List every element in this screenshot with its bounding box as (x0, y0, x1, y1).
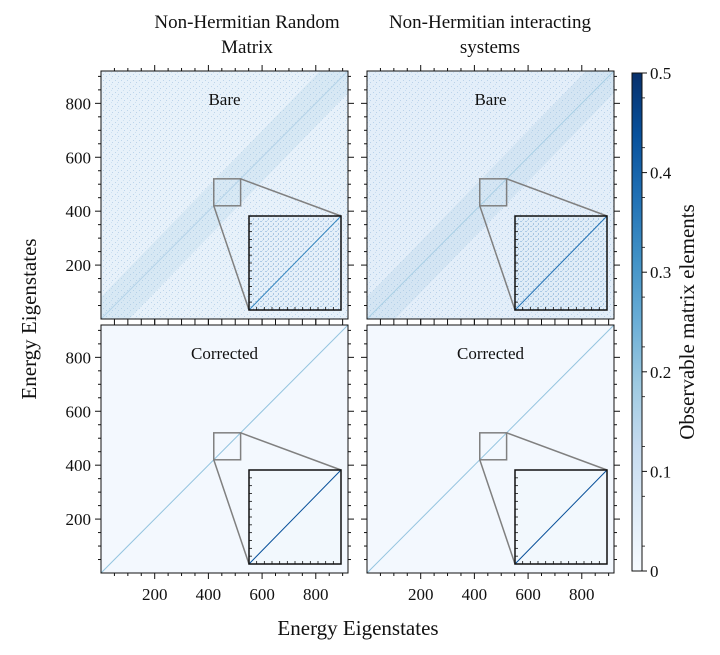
column-title-2-line-2: systems (460, 37, 520, 58)
x-tick-label: 600 (515, 585, 541, 604)
y-tick-label: 200 (66, 510, 92, 529)
x-tick-label: 200 (142, 585, 168, 604)
colorbar-tick-label: 0.1 (650, 462, 671, 481)
y-tick-label: 600 (66, 402, 92, 421)
zoom-inset (248, 215, 342, 311)
zoom-region-box (479, 432, 508, 461)
panel-frame (366, 70, 615, 320)
diagonal-line (100, 324, 349, 574)
colorbar-tick-label: 0.4 (650, 164, 672, 183)
inset-diagonal (248, 215, 342, 311)
zoom-connector (479, 459, 516, 565)
colorbar-tick-label: 0.5 (650, 64, 671, 83)
zoom-connector (240, 178, 342, 217)
colorbar: 0 0.1 0.2 0.3 0.4 0.5 Observable matrix eleme… (631, 64, 699, 581)
colorbar-label: Observable matrix elements (675, 204, 699, 440)
zoom-connector (213, 205, 250, 311)
diagonal-line (366, 70, 615, 320)
zoom-inset (514, 215, 608, 311)
heatmap-panel-4: Corrected 200 400 600 800 (361, 319, 620, 604)
colorbar-gradient (631, 72, 643, 572)
y-tick-label: 800 (66, 348, 92, 367)
panel-label: Bare (474, 90, 506, 109)
y-tick-label: 400 (66, 456, 92, 475)
panel-frame (100, 324, 349, 574)
heatmap-panel-2: Bare (361, 65, 620, 325)
panel-label: Corrected (457, 344, 525, 363)
x-tick-label: 800 (303, 585, 329, 604)
y-axis-label: Energy Eigenstates (17, 238, 41, 399)
heatmap-panels: Bare 200 400 600 800 Bare Corrected 200 400 600 80… (66, 65, 620, 604)
zoom-region-box (213, 432, 242, 461)
inset-diagonal (514, 469, 608, 565)
zoom-connector (213, 459, 250, 565)
x-tick-label: 800 (569, 585, 595, 604)
zoom-inset (248, 469, 342, 565)
panel-label: Bare (208, 90, 240, 109)
colorbar-ticks: 0 0.1 0.2 0.3 0.4 0.5 (642, 64, 672, 581)
zoom-region-box (213, 178, 242, 207)
x-tick-label: 400 (462, 585, 488, 604)
zoom-connector (240, 432, 342, 471)
heatmap-panel-3: Corrected 200 400 600 800 200 400 600 800 (66, 319, 354, 604)
y-tick-label: 200 (66, 256, 92, 275)
colorbar-tick-label: 0.2 (650, 363, 671, 382)
x-tick-label: 200 (408, 585, 434, 604)
panel-frame (366, 324, 615, 574)
heatmap-panel-1: Bare 200 400 600 800 (66, 65, 354, 325)
y-tick-label: 400 (66, 202, 92, 221)
panel-frame (100, 70, 349, 320)
inset-diagonal (514, 215, 608, 311)
zoom-inset (514, 469, 608, 565)
diagonal-line (100, 70, 349, 320)
x-tick-label: 600 (249, 585, 275, 604)
column-title-1-line-2: Matrix (221, 37, 273, 58)
column-title-1: Non-Hermitian Random (154, 12, 339, 33)
zoom-region-box (479, 178, 508, 207)
colorbar-tick-label: 0.3 (650, 263, 671, 282)
colorbar-tick-label: 0 (650, 562, 659, 581)
zoom-connector (506, 178, 608, 217)
y-tick-label: 600 (66, 148, 92, 167)
x-tick-label: 400 (196, 585, 222, 604)
y-tick-label: 800 (66, 94, 92, 113)
zoom-connector (479, 205, 516, 311)
inset-diagonal (248, 469, 342, 565)
diagonal-line (366, 324, 615, 574)
x-axis-label: Energy Eigenstates (277, 616, 438, 640)
column-title-2: Non-Hermitian interacting (389, 12, 592, 33)
zoom-connector (506, 432, 608, 471)
panel-label: Corrected (191, 344, 259, 363)
